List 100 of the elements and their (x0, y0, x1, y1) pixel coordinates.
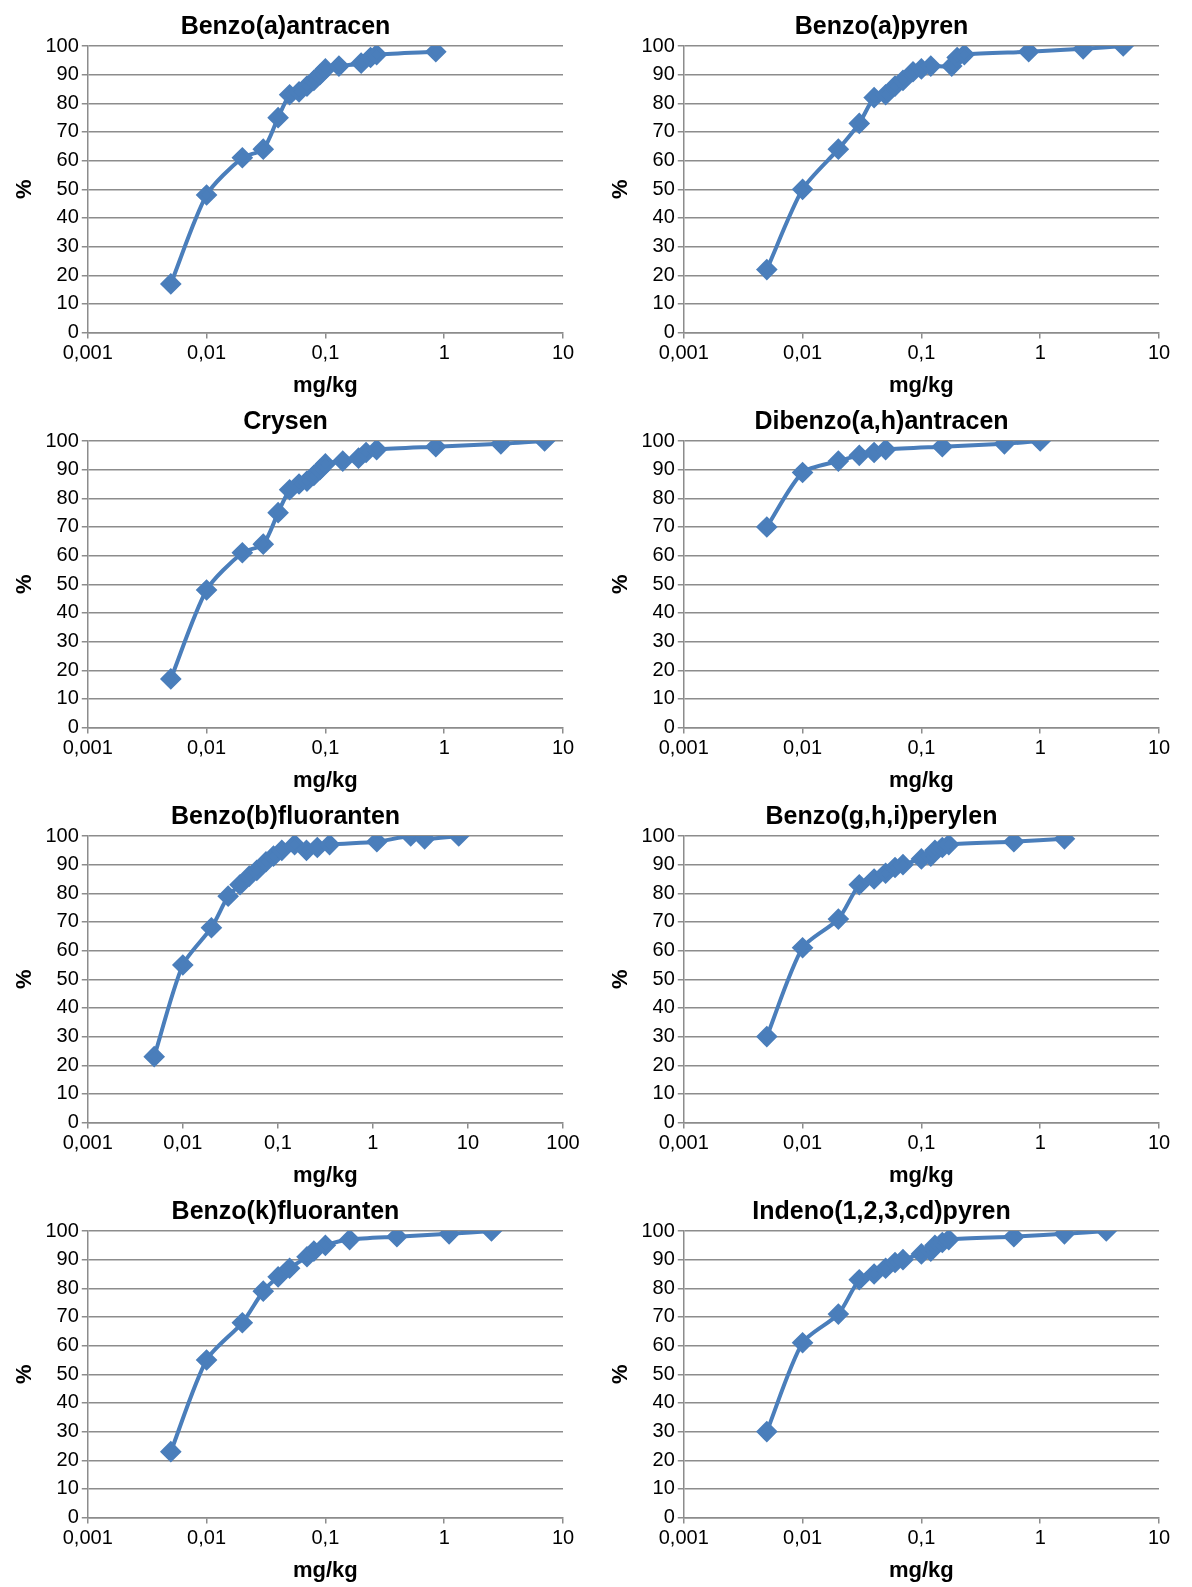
x-tick-label: 0,001 (62, 1131, 113, 1154)
y-tick-label: 10 (652, 291, 675, 314)
y-tick-label: 10 (56, 291, 79, 314)
x-tick-label: 1 (1034, 341, 1046, 364)
x-tick-label: 1 (438, 341, 450, 364)
y-tick-label: 70 (56, 909, 79, 932)
x-axis-title: mg/kg (888, 371, 954, 397)
y-tick-label: 80 (56, 1275, 79, 1298)
y-tick-label: 20 (652, 262, 675, 285)
y-tick-label: 100 (45, 428, 79, 451)
y-tick-label: 50 (652, 176, 675, 199)
y-tick-label: 50 (652, 1361, 675, 1384)
x-tick-label: 0,001 (62, 1526, 113, 1549)
y-tick-label: 80 (56, 90, 79, 113)
y-axis-title: % (607, 179, 633, 200)
y-tick-label: 80 (56, 880, 79, 903)
x-axis-title: mg/kg (292, 766, 358, 792)
y-tick-label: 20 (652, 1447, 675, 1470)
y-tick-label: 100 (641, 428, 675, 451)
x-tick-label: 0,1 (907, 341, 936, 364)
y-tick-label: 70 (56, 514, 79, 537)
x-tick-label: 0,1 (907, 1131, 936, 1154)
y-tick-label: 90 (652, 852, 675, 875)
chart-title: Benzo(b)fluoranten (170, 800, 401, 829)
y-tick-label: 40 (652, 1390, 675, 1413)
y-tick-label: 80 (652, 880, 675, 903)
y-tick-label: 100 (641, 33, 675, 56)
y-tick-label: 90 (56, 852, 79, 875)
y-tick-label: 30 (652, 1419, 675, 1442)
chart-title: Crysen (243, 405, 328, 434)
y-axis-title: % (11, 1364, 37, 1385)
x-tick-label: 0,01 (783, 1526, 823, 1549)
y-tick-label: 20 (652, 1052, 675, 1075)
x-tick-label: 1 (1034, 736, 1046, 759)
x-tick-label: 0,01 (783, 341, 823, 364)
y-tick-label: 0 (67, 1110, 79, 1133)
x-tick-label: 0,01 (783, 736, 823, 759)
y-tick-label: 30 (56, 234, 79, 257)
y-tick-label: 100 (45, 1218, 79, 1241)
y-tick-label: 80 (56, 485, 79, 508)
y-tick-label: 50 (56, 176, 79, 199)
y-tick-label: 0 (663, 1110, 675, 1133)
y-axis-title: % (11, 574, 37, 595)
y-tick-label: 50 (652, 966, 675, 989)
y-tick-label: 10 (56, 686, 79, 709)
x-tick-label: 0,001 (658, 1131, 709, 1154)
y-tick-label: 90 (652, 62, 675, 85)
y-tick-label: 70 (652, 514, 675, 537)
y-tick-label: 50 (652, 571, 675, 594)
x-axis-title: mg/kg (292, 1161, 358, 1187)
x-tick-label: 100 (546, 1131, 580, 1154)
y-tick-label: 100 (45, 33, 79, 56)
x-tick-label: 1 (438, 1526, 450, 1549)
y-tick-label: 0 (663, 715, 675, 738)
y-tick-label: 70 (652, 909, 675, 932)
y-tick-label: 60 (56, 148, 79, 171)
x-tick-label: 0,1 (311, 1526, 340, 1549)
x-tick-label: 10 (1147, 736, 1171, 759)
x-tick-label: 1 (367, 1131, 379, 1154)
x-tick-label: 0,001 (658, 736, 709, 759)
y-tick-label: 20 (56, 262, 79, 285)
y-tick-label: 20 (56, 657, 79, 680)
y-axis-title: % (607, 969, 633, 990)
y-tick-label: 50 (56, 1361, 79, 1384)
y-tick-label: 30 (56, 629, 79, 652)
x-tick-label: 1 (1034, 1526, 1046, 1549)
x-tick-label: 0,1 (907, 1526, 936, 1549)
x-tick-label: 0,001 (62, 341, 113, 364)
y-tick-label: 40 (652, 205, 675, 228)
y-tick-label: 80 (652, 90, 675, 113)
x-axis-title: mg/kg (888, 1556, 954, 1582)
x-tick-label: 1 (438, 736, 450, 759)
x-tick-label: 10 (1147, 1131, 1171, 1154)
x-tick-label: 0,01 (187, 341, 227, 364)
y-tick-label: 90 (56, 1247, 79, 1270)
x-tick-label: 10 (551, 341, 575, 364)
y-axis-title: % (11, 969, 37, 990)
y-tick-label: 60 (56, 543, 79, 566)
y-tick-label: 0 (67, 1505, 79, 1528)
y-tick-label: 0 (663, 320, 675, 343)
y-tick-label: 30 (56, 1419, 79, 1442)
y-tick-label: 60 (652, 148, 675, 171)
y-tick-label: 0 (67, 715, 79, 738)
y-tick-label: 60 (56, 938, 79, 961)
y-tick-label: 10 (56, 1476, 79, 1499)
y-tick-label: 30 (652, 629, 675, 652)
y-tick-label: 70 (56, 119, 79, 142)
y-tick-label: 90 (652, 1247, 675, 1270)
x-axis-title: mg/kg (292, 1556, 358, 1582)
x-tick-label: 0,01 (187, 736, 227, 759)
y-tick-label: 70 (652, 119, 675, 142)
y-tick-label: 70 (56, 1304, 79, 1327)
x-tick-label: 10 (551, 1526, 575, 1549)
y-tick-label: 0 (663, 1505, 675, 1528)
y-tick-label: 10 (652, 1476, 675, 1499)
x-tick-label: 0,01 (783, 1131, 823, 1154)
y-axis-title: % (607, 574, 633, 595)
x-tick-label: 10 (1147, 341, 1171, 364)
x-axis-title: mg/kg (888, 1161, 954, 1187)
y-tick-label: 40 (652, 600, 675, 623)
